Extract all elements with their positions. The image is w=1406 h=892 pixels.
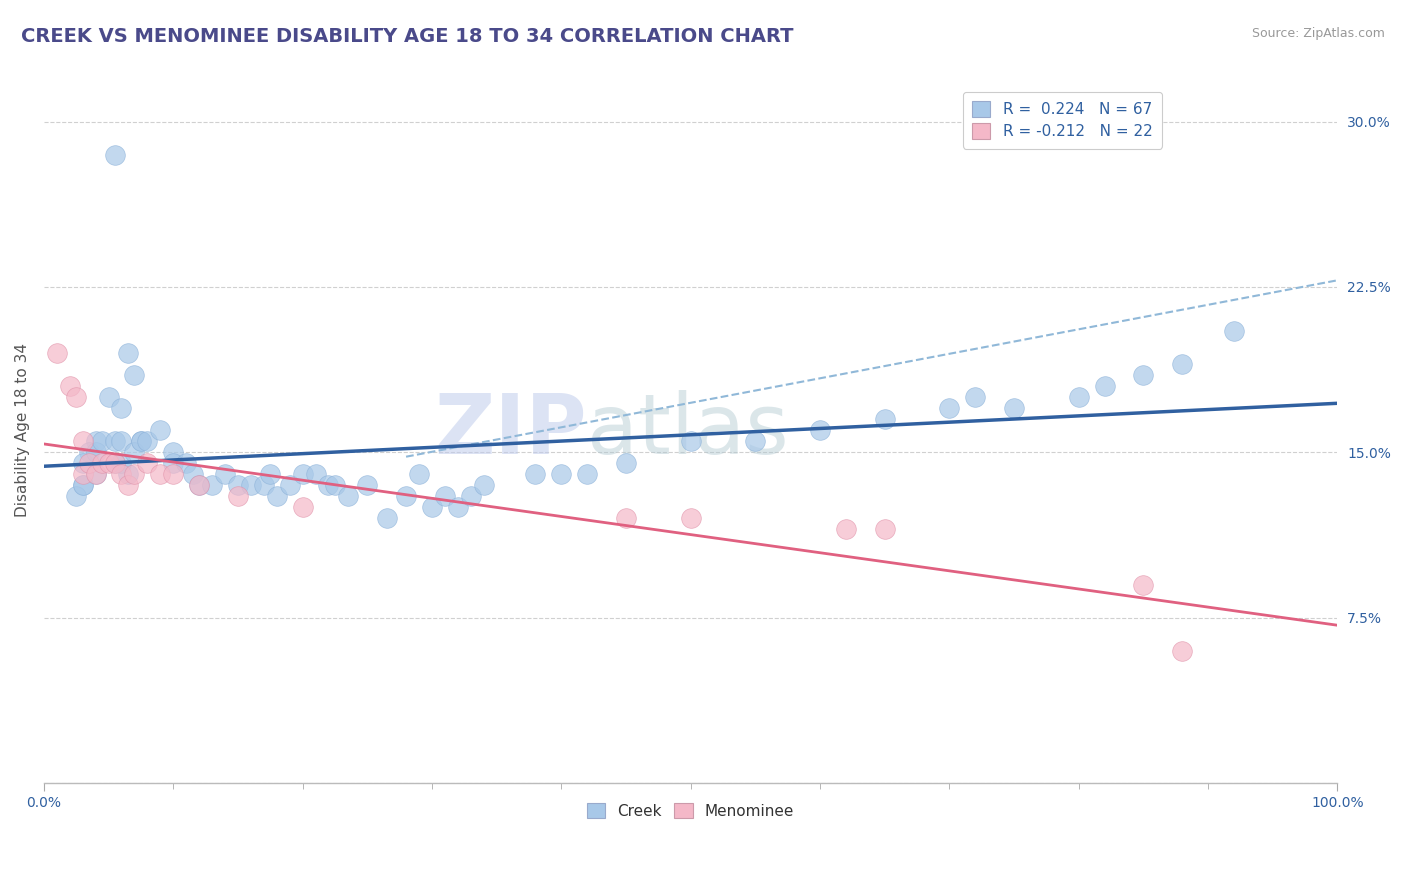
Point xyxy=(356,478,378,492)
Point xyxy=(524,467,547,482)
Point xyxy=(460,489,482,503)
Point xyxy=(124,445,146,459)
Point xyxy=(162,456,184,470)
Legend: Creek, Menominee: Creek, Menominee xyxy=(581,797,800,825)
Point xyxy=(375,511,398,525)
Point xyxy=(110,456,132,470)
Point xyxy=(1223,324,1246,338)
Point xyxy=(226,478,249,492)
Point xyxy=(181,467,204,482)
Point xyxy=(239,478,262,492)
Point xyxy=(104,456,127,470)
Point xyxy=(323,478,346,492)
Point xyxy=(259,467,281,482)
Point xyxy=(472,478,495,492)
Point xyxy=(174,456,197,470)
Point xyxy=(408,467,430,482)
Point xyxy=(84,467,107,482)
Point xyxy=(104,456,127,470)
Point xyxy=(318,478,340,492)
Point xyxy=(136,434,159,449)
Point xyxy=(214,467,236,482)
Point xyxy=(304,467,326,482)
Point xyxy=(72,478,94,492)
Point xyxy=(59,379,82,393)
Point xyxy=(1132,368,1154,383)
Point xyxy=(65,390,87,404)
Point xyxy=(266,489,288,503)
Point xyxy=(149,467,172,482)
Point xyxy=(129,434,152,449)
Point xyxy=(104,147,127,161)
Point xyxy=(1132,577,1154,591)
Point xyxy=(873,523,896,537)
Point xyxy=(873,412,896,426)
Point xyxy=(188,478,211,492)
Point xyxy=(226,489,249,503)
Point xyxy=(614,456,637,470)
Point xyxy=(77,456,100,470)
Point xyxy=(1171,644,1194,658)
Point xyxy=(1067,390,1090,404)
Point xyxy=(679,511,702,525)
Point xyxy=(938,401,960,416)
Point xyxy=(110,401,132,416)
Point xyxy=(1171,357,1194,371)
Point xyxy=(965,390,987,404)
Point xyxy=(91,434,114,449)
Point xyxy=(576,467,599,482)
Text: atlas: atlas xyxy=(588,390,789,471)
Point xyxy=(84,467,107,482)
Y-axis label: Disability Age 18 to 34: Disability Age 18 to 34 xyxy=(15,343,30,517)
Point xyxy=(72,434,94,449)
Point xyxy=(97,390,120,404)
Point xyxy=(336,489,359,503)
Point xyxy=(72,467,94,482)
Point xyxy=(291,467,314,482)
Text: Source: ZipAtlas.com: Source: ZipAtlas.com xyxy=(1251,27,1385,40)
Point xyxy=(124,368,146,383)
Point xyxy=(110,467,132,482)
Point xyxy=(433,489,456,503)
Point xyxy=(291,500,314,515)
Point xyxy=(136,456,159,470)
Point xyxy=(149,423,172,437)
Point xyxy=(253,478,276,492)
Point xyxy=(162,445,184,459)
Point xyxy=(188,478,211,492)
Point xyxy=(117,478,139,492)
Point xyxy=(744,434,766,449)
Point xyxy=(117,467,139,482)
Point xyxy=(117,346,139,360)
Point xyxy=(1094,379,1116,393)
Text: ZIP: ZIP xyxy=(434,390,588,471)
Point xyxy=(45,346,67,360)
Point xyxy=(72,478,94,492)
Point xyxy=(84,434,107,449)
Point xyxy=(162,467,184,482)
Point xyxy=(278,478,301,492)
Text: CREEK VS MENOMINEE DISABILITY AGE 18 TO 34 CORRELATION CHART: CREEK VS MENOMINEE DISABILITY AGE 18 TO … xyxy=(21,27,793,45)
Point xyxy=(124,467,146,482)
Point xyxy=(84,445,107,459)
Point xyxy=(420,500,443,515)
Point xyxy=(808,423,831,437)
Point xyxy=(77,445,100,459)
Point xyxy=(110,434,132,449)
Point xyxy=(97,456,120,470)
Point xyxy=(550,467,572,482)
Point xyxy=(1002,401,1025,416)
Point xyxy=(614,511,637,525)
Point xyxy=(395,489,418,503)
Point xyxy=(679,434,702,449)
Point xyxy=(835,523,858,537)
Point xyxy=(129,434,152,449)
Point xyxy=(72,456,94,470)
Point xyxy=(201,478,224,492)
Point xyxy=(91,456,114,470)
Point xyxy=(65,489,87,503)
Point xyxy=(104,434,127,449)
Point xyxy=(447,500,470,515)
